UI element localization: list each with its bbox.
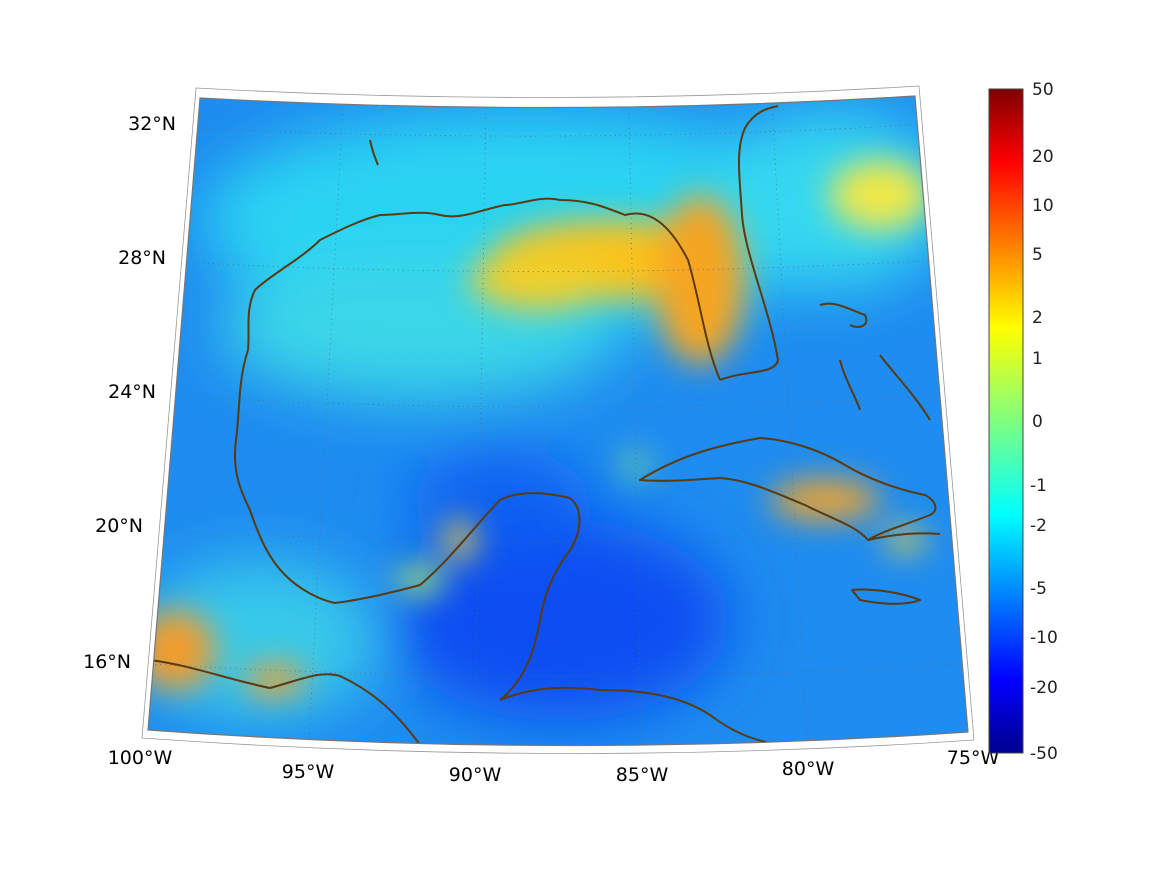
colorbar-tick-neg2: -2: [1030, 516, 1047, 536]
colorbar-tick-20: 20: [1032, 147, 1054, 167]
lat-label-28: 28°N: [118, 247, 166, 269]
lon-label-85: 85°W: [616, 764, 669, 786]
longitude-labels: 100°W 95°W 90°W 85°W 80°W 75°W: [108, 747, 1000, 786]
colorbar-gradient: [988, 88, 1024, 754]
lat-label-32: 32°N: [128, 113, 176, 135]
lat-label-20: 20°N: [95, 515, 143, 537]
colorbar: 50 20 10 5 2 1 0 -1 -2 -5 -10 -20 -50: [988, 80, 1058, 764]
lon-label-80: 80°W: [782, 758, 835, 780]
colorbar-tick-neg5: -5: [1030, 579, 1047, 599]
lon-label-95: 95°W: [282, 761, 335, 783]
map-frame: [147, 95, 969, 747]
colorbar-tick-10: 10: [1032, 196, 1054, 216]
colorbar-tick-2: 2: [1032, 308, 1043, 328]
colorbar-tick-1: 1: [1032, 349, 1043, 369]
colorbar-tick-0: 0: [1032, 412, 1043, 432]
colorbar-tick-neg10: -10: [1030, 628, 1058, 648]
colorbar-tick-50: 50: [1032, 80, 1054, 100]
colorbar-tick-neg50: -50: [1030, 744, 1058, 764]
coastlines: [149, 105, 941, 746]
map-frame-outer: [141, 85, 975, 754]
colorbar-tick-5: 5: [1032, 245, 1043, 265]
lat-label-24: 24°N: [108, 381, 156, 403]
colorbar-tick-neg1: -1: [1030, 476, 1047, 496]
map-field: [148, 96, 968, 746]
latitude-labels: 32°N 28°N 24°N 20°N 16°N: [83, 113, 176, 673]
lon-label-75: 75°W: [947, 747, 1000, 769]
lon-label-100: 100°W: [108, 747, 173, 769]
lat-label-16: 16°N: [83, 651, 131, 673]
colorbar-tick-neg20: -20: [1030, 678, 1058, 698]
colorbar-tick-labels: 50 20 10 5 2 1 0 -1 -2 -5 -10 -20 -50: [1030, 80, 1058, 764]
lon-label-90: 90°W: [449, 764, 502, 786]
